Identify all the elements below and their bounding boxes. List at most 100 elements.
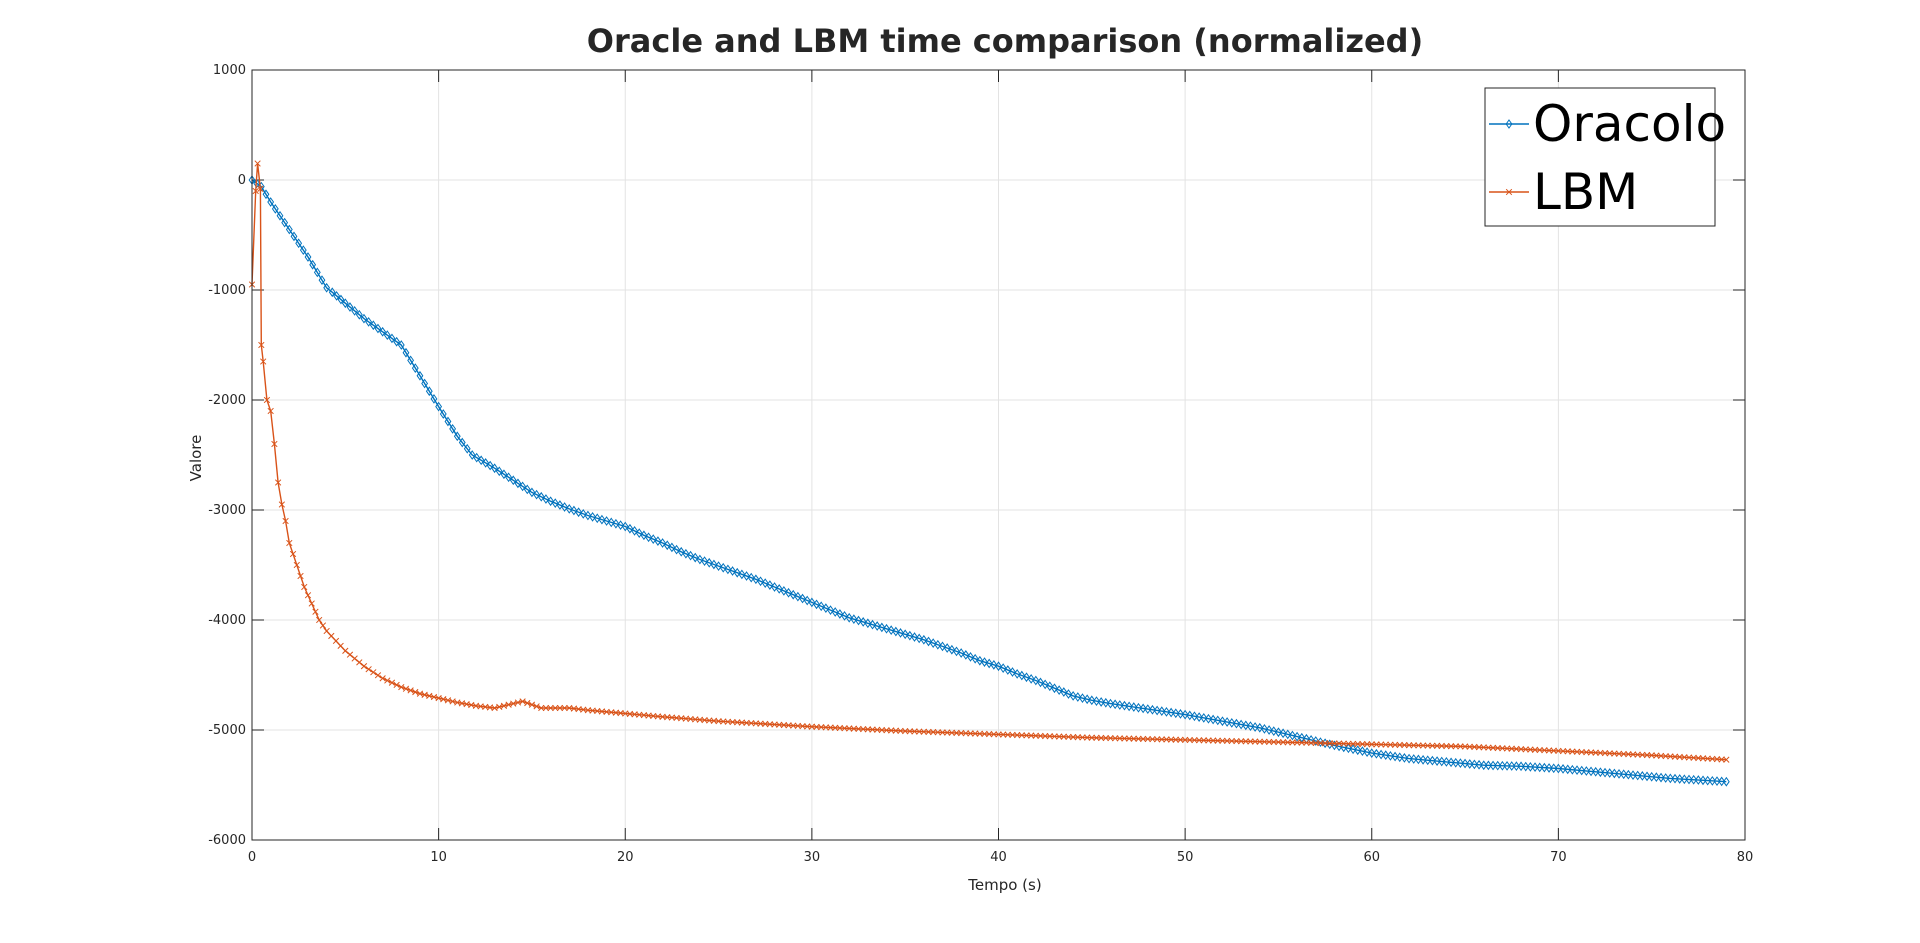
lbm-data-point [827, 724, 834, 731]
oracolo-data-point [1470, 759, 1478, 770]
lbm-data-point [1055, 733, 1063, 740]
oracolo-data-point [887, 625, 895, 636]
oracolo-data-point [435, 401, 443, 412]
lbm-data-point [319, 622, 327, 629]
oracolo-data-point [341, 298, 349, 309]
oracolo-data-point [939, 641, 946, 652]
oracolo-data-point [738, 569, 746, 580]
lbm-data-point [351, 655, 358, 662]
oracolo-data-point [663, 540, 671, 551]
lbm-data-point [850, 725, 858, 732]
oracolo-data-point [1592, 766, 1600, 777]
lbm-data-point [1261, 738, 1268, 745]
x-tick-label: 60 [1363, 850, 1380, 865]
oracolo-data-point [1041, 679, 1049, 690]
lbm-data-point [1433, 742, 1441, 749]
oracolo-data-point [1284, 729, 1292, 740]
oracolo-data-point [1512, 761, 1520, 772]
oracolo-data-point [1195, 712, 1203, 722]
oracolo-data-point [1484, 760, 1492, 771]
lbm-data-point [878, 726, 886, 734]
lbm-data-point [500, 702, 508, 709]
lbm-data-point [1111, 735, 1119, 742]
oracolo-data-point [449, 424, 457, 434]
oracolo-data-point [444, 416, 452, 427]
oracolo-data-point [1363, 747, 1371, 758]
x-tick-label: 50 [1177, 850, 1194, 865]
oracolo-data-point [729, 566, 736, 576]
oracolo-data-point [1531, 762, 1539, 772]
y-tick-label: -2000 [208, 393, 246, 408]
oracolo-data-point [1191, 711, 1198, 722]
oracolo-data-point [1298, 732, 1306, 743]
lbm-data-point [1237, 738, 1245, 745]
lbm-data-point [860, 725, 867, 733]
oracolo-data-point [318, 275, 326, 285]
oracolo-data-point [1387, 750, 1394, 761]
oracolo-data-point [346, 302, 354, 312]
oracolo-data-point [333, 290, 341, 301]
lbm-data-point [1354, 740, 1361, 748]
lbm-data-point [1564, 748, 1571, 755]
oracolo-data-point [1223, 717, 1231, 727]
oracolo-data-point [360, 313, 368, 324]
oracolo-data-point [1624, 769, 1632, 780]
oracolo-data-point [523, 484, 531, 495]
oracolo-data-point [785, 587, 792, 598]
oracolo-data-point [271, 204, 279, 214]
lbm-data-point [1046, 733, 1053, 740]
oracolo-data-point [1708, 776, 1716, 786]
oracolo-data-point [1722, 776, 1730, 787]
oracolo-data-point [1242, 720, 1250, 731]
lbm-data-point [1373, 741, 1380, 748]
legend-lbm-label: LBM [1533, 163, 1638, 221]
oracolo-data-point [416, 370, 424, 381]
lbm-data-point [1163, 736, 1170, 743]
oracolo-data-point [351, 306, 359, 316]
oracolo-data-point [299, 245, 307, 255]
lbm-data-point [1037, 732, 1044, 740]
lbm-data-point [920, 728, 928, 735]
lbm-data-point [1531, 746, 1539, 753]
oracolo-data-point [971, 653, 979, 664]
lbm-data-point [1270, 738, 1277, 746]
legend: Oracolo LBM [1484, 87, 1726, 227]
oracolo-data-point [1163, 706, 1170, 717]
oracolo-data-point [1111, 699, 1119, 710]
oracolo-data-point [533, 489, 541, 500]
x-tick-label: 20 [617, 850, 634, 865]
oracolo-data-point [1013, 669, 1021, 679]
lbm-data-point [1042, 732, 1049, 740]
oracolo-data-point [1545, 763, 1553, 773]
lbm-data-point [1116, 735, 1123, 742]
oracolo-data-point [617, 520, 624, 530]
oracolo-data-point [603, 516, 610, 526]
oracolo-data-point [677, 546, 685, 557]
lbm-data-point [304, 592, 312, 599]
lbm-data-point [328, 632, 335, 640]
oracolo-data-point [383, 330, 391, 340]
oracolo-data-point [1181, 709, 1189, 720]
oracolo-data-point [1051, 683, 1058, 694]
oracolo-data-point [1279, 728, 1287, 739]
oracolo-data-point [411, 363, 419, 373]
x-tick-label: 40 [990, 850, 1007, 865]
oracolo-data-point [1713, 776, 1721, 787]
oracolo-data-point [1629, 770, 1637, 780]
oracolo-data-point [701, 556, 708, 567]
oracolo-data-point [929, 638, 937, 648]
oracolo-data-point [1261, 724, 1268, 734]
lbm-data-point [1475, 744, 1483, 751]
oracolo-data-point [1233, 718, 1240, 729]
lbm-data-point [263, 396, 271, 404]
lbm-data-point [1494, 744, 1501, 752]
oracolo-data-point [402, 347, 410, 358]
lbm-data-point [1000, 731, 1007, 738]
lbm-data-point [1135, 735, 1142, 742]
oracolo-data-point [1135, 702, 1142, 713]
oracolo-data-point [715, 561, 722, 571]
oracolo-data-point [1517, 761, 1525, 772]
oracolo-data-point [1065, 689, 1072, 699]
oracolo-data-point [304, 252, 312, 262]
lbm-data-point [1317, 739, 1324, 747]
